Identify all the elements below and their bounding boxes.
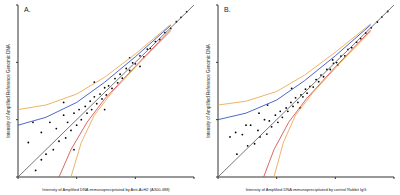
svg-text:Intensity of Amplified Referen: Intensity of Amplified Reference Genomic… bbox=[206, 44, 211, 137]
html-text:A.: A. bbox=[24, 6, 31, 13]
svg-text:Intensity of Amplified DNA imm: Intensity of Amplified DNA immunoprecipi… bbox=[246, 187, 367, 192]
html-text:B.: B. bbox=[224, 6, 231, 13]
svg-text:Intensity of Amplified Referen: Intensity of Amplified Reference Genomic… bbox=[8, 44, 11, 137]
svg-text:Intensity of Amplified DNA imm: Intensity of Amplified DNA immunoprecipi… bbox=[42, 187, 170, 192]
